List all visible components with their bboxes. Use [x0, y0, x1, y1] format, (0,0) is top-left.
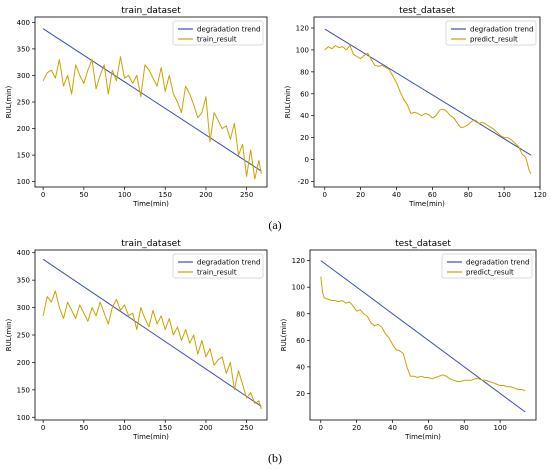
x-tick-label: 50 — [79, 424, 88, 432]
legend-box — [172, 20, 264, 46]
x-tick-label: 100 — [497, 191, 510, 199]
x-tick-label: 50 — [79, 191, 88, 199]
x-tick-label: 40 — [392, 191, 401, 199]
y-tick-label: 250 — [17, 332, 30, 340]
y-tick-label: 100 — [296, 46, 309, 54]
y-tick-label: 60 — [296, 337, 305, 345]
series-line-trend — [324, 28, 532, 156]
series-line-trend — [320, 260, 526, 413]
chart-train-b: train_dataset 0 50 100 150 200 250 100 150 200 250… — [5, 239, 268, 441]
x-tick-label: 60 — [428, 191, 437, 199]
chart-test-a: test_dataset 0 20 40 60 80 100 120 -20 0 20 40 60 80 1… — [284, 6, 547, 208]
series-line-trend — [42, 28, 262, 172]
y-tick-label: 20 — [300, 134, 309, 142]
x-axis-label: Time(min) — [132, 433, 169, 441]
x-tick-label: 0 — [319, 424, 323, 432]
x-tick-label: 150 — [159, 424, 172, 432]
series-line-trend — [42, 258, 262, 407]
y-axis-label: RUL(min) — [280, 318, 288, 351]
x-tick-label: 200 — [199, 191, 212, 199]
panel-label-b: (b) — [268, 451, 282, 465]
y-tick-label: 350 — [17, 45, 30, 53]
y-tick-label: 400 — [17, 19, 30, 27]
x-axis-label: Time(min) — [132, 200, 169, 208]
legend-label: predict_result — [466, 269, 514, 277]
series-line-result — [320, 276, 526, 392]
legend-label: degradation trend — [197, 26, 260, 34]
x-tick-label: 200 — [199, 424, 212, 432]
y-axis-label: RUL(min) — [5, 85, 13, 118]
legend-label: train_result — [197, 269, 237, 277]
legend-label: train_result — [197, 36, 237, 44]
y-tick-label: 40 — [296, 363, 305, 371]
plot-frame — [309, 249, 537, 421]
y-tick-label: 400 — [17, 249, 30, 257]
y-tick-label: 80 — [296, 310, 305, 318]
y-tick-label: 350 — [17, 277, 30, 285]
chart-title: test_dataset — [395, 239, 451, 249]
x-tick-label: 0 — [41, 424, 45, 432]
chart-test-b: test_dataset 0 20 40 60 80 100 20 40 60 80 100 120 Ti… — [280, 239, 537, 441]
x-tick-label: 20 — [352, 424, 361, 432]
y-tick-label: 100 — [292, 284, 305, 292]
plot-frame — [313, 16, 541, 188]
y-tick-label: 0 — [305, 156, 309, 164]
legend-box — [172, 253, 264, 279]
legend-label: degradation trend — [197, 259, 260, 267]
x-tick-label: 0 — [323, 191, 327, 199]
y-tick-label: 300 — [17, 72, 30, 80]
legend-box — [445, 20, 537, 46]
y-tick-label: 120 — [296, 24, 309, 32]
x-tick-label: 250 — [240, 191, 253, 199]
chart-title: test_dataset — [399, 6, 455, 16]
y-tick-label: 150 — [17, 386, 30, 394]
series-line-result — [42, 290, 262, 410]
x-tick-label: 120 — [533, 191, 546, 199]
x-tick-label: 150 — [159, 191, 172, 199]
x-tick-label: 20 — [356, 191, 365, 199]
legend-label: degradation trend — [466, 259, 529, 267]
chart-title: train_dataset — [121, 6, 181, 16]
y-tick-label: 300 — [17, 304, 30, 312]
legend-label: predict_result — [470, 36, 518, 44]
x-tick-label: 0 — [41, 191, 45, 199]
x-tick-label: 80 — [460, 424, 469, 432]
chart-title: train_dataset — [121, 239, 181, 249]
x-tick-label: 100 — [493, 424, 506, 432]
series-line-result — [42, 56, 262, 180]
chart-train-a: train_dataset 0 50 100 150 200 250 100 150 200 250… — [5, 6, 268, 208]
x-tick-label: 250 — [240, 424, 253, 432]
y-tick-label: 60 — [300, 90, 309, 98]
series-line-result — [324, 45, 532, 175]
x-axis-label: Time(min) — [404, 433, 441, 441]
y-tick-label: 250 — [17, 99, 30, 107]
y-tick-label: 150 — [17, 152, 30, 160]
y-tick-label: -20 — [298, 178, 309, 186]
y-tick-label: 100 — [17, 414, 30, 422]
y-axis-label: RUL(min) — [5, 318, 13, 351]
y-tick-label: 20 — [296, 390, 305, 398]
y-axis-label: RUL(min) — [284, 85, 292, 118]
x-axis-label: Time(min) — [408, 200, 445, 208]
y-tick-label: 100 — [17, 178, 30, 186]
legend-box — [441, 253, 533, 279]
y-tick-label: 200 — [17, 125, 30, 133]
y-tick-label: 200 — [17, 359, 30, 367]
x-tick-label: 60 — [424, 424, 433, 432]
legend-label: degradation trend — [470, 26, 533, 34]
x-tick-label: 40 — [388, 424, 397, 432]
panel-label-a: (a) — [268, 218, 281, 232]
x-tick-label: 100 — [118, 191, 131, 199]
y-tick-label: 40 — [300, 112, 309, 120]
y-tick-label: 80 — [300, 68, 309, 76]
y-tick-label: 120 — [292, 257, 305, 265]
x-tick-label: 80 — [464, 191, 473, 199]
x-tick-label: 100 — [118, 424, 131, 432]
